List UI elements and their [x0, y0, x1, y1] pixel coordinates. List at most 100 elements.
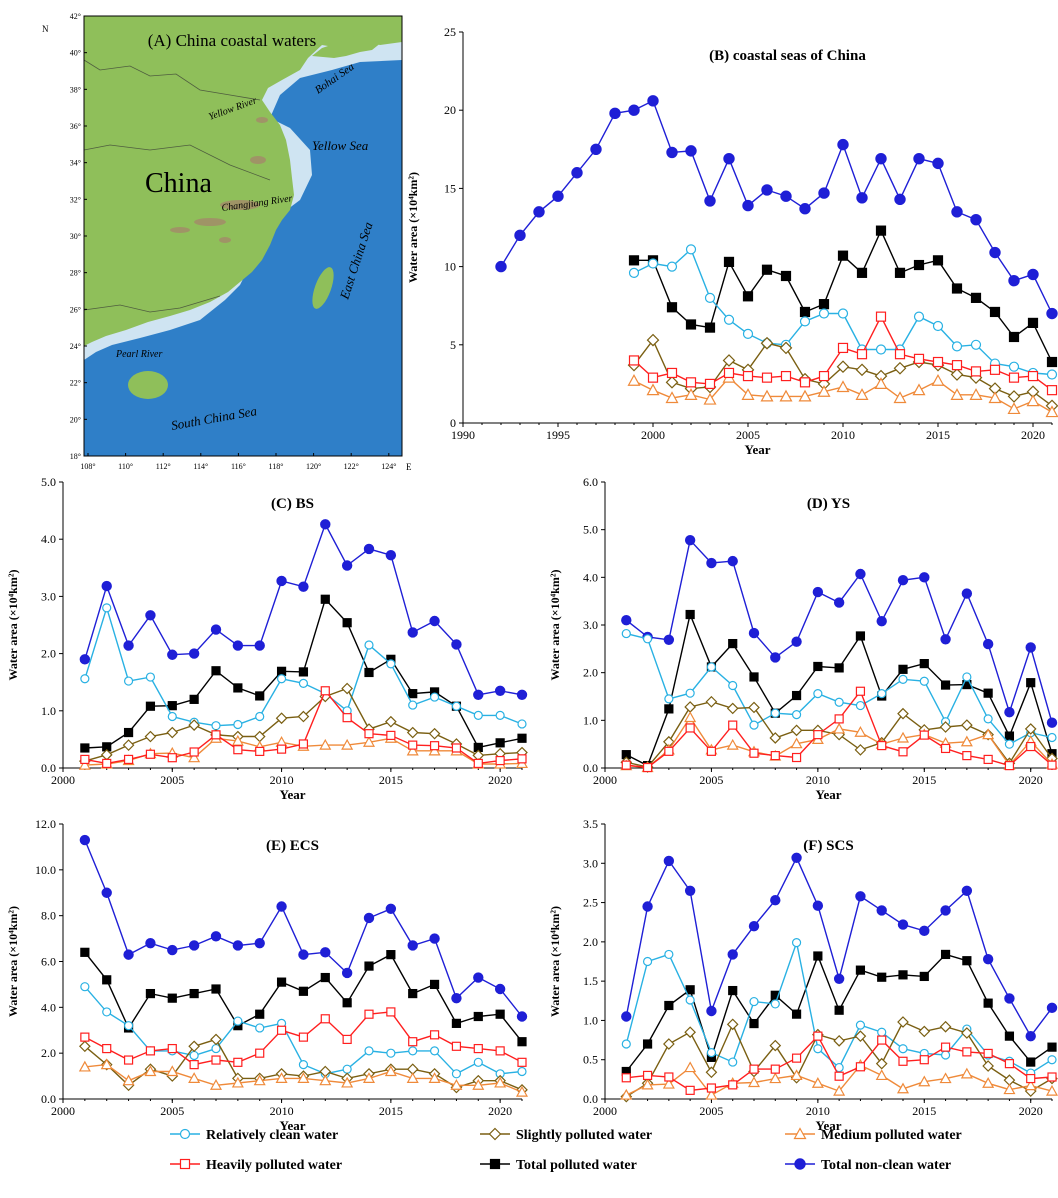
data-point: [231, 1076, 244, 1088]
data-point: [1027, 370, 1039, 382]
legend-marker: [179, 1128, 191, 1140]
map-lon-label: 124°: [381, 462, 396, 471]
data-point: [749, 996, 759, 1007]
data-point: [166, 1065, 179, 1077]
data-point: [642, 956, 653, 967]
data-point: [897, 1016, 909, 1028]
data-point: [855, 965, 866, 975]
data-point: [727, 555, 738, 567]
x-tick-label: 2000: [51, 773, 75, 787]
data-point: [664, 1072, 674, 1082]
data-point: [642, 634, 653, 644]
y-axis-label: Water area (×10⁴km²): [406, 172, 420, 283]
x-tick-label: 2020: [488, 1104, 512, 1118]
data-point: [1047, 1072, 1057, 1082]
data-point: [960, 735, 973, 747]
data-point: [298, 667, 309, 677]
data-point: [167, 649, 178, 660]
x-tick-label: 2010: [806, 1104, 830, 1118]
data-point: [429, 741, 440, 751]
data-point: [728, 680, 738, 691]
x-axis-label: Year: [816, 787, 842, 802]
data-point: [1004, 1059, 1015, 1069]
legend-marker: [488, 1127, 502, 1141]
legend-label: Heavily polluted water: [206, 1158, 342, 1173]
x-tick-label: 1990: [451, 428, 475, 442]
data-point: [298, 1032, 309, 1042]
data-point: [320, 594, 330, 604]
data-point: [233, 1057, 243, 1067]
data-point: [685, 319, 697, 330]
y-tick-label: 4.0: [41, 532, 56, 546]
data-point: [742, 370, 754, 382]
data-point: [362, 736, 376, 747]
data-point: [1025, 1030, 1036, 1042]
data-point: [779, 341, 793, 355]
data-point: [255, 691, 265, 701]
data-point: [961, 588, 973, 599]
x-tick-label: 2000: [593, 773, 617, 787]
data-point: [726, 702, 739, 715]
chart-d-ys: 0.0 1.0 2.0 3.0 4.0 5.0 6.0 2000 2005 2010 2015 202…: [548, 475, 1058, 802]
data-point: [364, 729, 374, 739]
data-point: [209, 1079, 223, 1090]
data-point: [276, 1025, 287, 1035]
data-point: [919, 572, 930, 583]
data-point: [728, 985, 738, 996]
data-point: [80, 674, 90, 684]
data-point: [298, 581, 309, 592]
data-point: [664, 704, 674, 714]
data-point: [253, 1074, 266, 1086]
data-point: [145, 749, 156, 759]
map-lon-label: 116°: [231, 462, 246, 471]
data-point: [833, 722, 846, 734]
map-lon-label: 114°: [193, 462, 208, 471]
data-point: [255, 1009, 265, 1019]
y-tick-label: 12.0: [35, 817, 56, 831]
data-point: [451, 743, 462, 753]
data-point: [913, 152, 925, 165]
data-point: [705, 1066, 718, 1079]
data-point: [276, 744, 287, 754]
data-point: [1003, 1083, 1016, 1095]
data-point: [1008, 361, 1020, 372]
y-tick-label: 0.0: [583, 761, 598, 775]
data-point: [167, 753, 177, 763]
data-point: [276, 977, 287, 987]
data-point: [685, 723, 695, 733]
data-point: [406, 726, 419, 739]
data-point: [628, 355, 640, 366]
x-tick-label: 2005: [160, 773, 184, 787]
data-point: [684, 388, 698, 400]
map-north-label: N: [42, 24, 49, 34]
data-point: [836, 380, 850, 393]
x-tick-label: 2005: [160, 1104, 184, 1118]
data-point: [962, 1047, 972, 1057]
map-lat-label: 38°: [70, 85, 81, 94]
data-point: [517, 719, 527, 729]
data-point: [855, 568, 866, 580]
data-point: [855, 891, 866, 902]
data-point: [232, 940, 244, 951]
data-point: [188, 940, 200, 951]
data-point: [877, 1035, 887, 1045]
legend-item-medium-polluted-water: Medium polluted water: [785, 1127, 962, 1143]
data-point: [341, 682, 353, 695]
data-point: [78, 1060, 91, 1072]
data-point: [320, 519, 331, 530]
data-point: [590, 143, 602, 155]
data-point: [621, 628, 631, 639]
data-point: [429, 979, 440, 990]
data-point: [854, 1030, 867, 1042]
data-point: [627, 374, 641, 386]
y-axis-label: Water area (×10⁴km²): [6, 570, 20, 681]
data-point: [818, 299, 830, 310]
data-point: [969, 388, 983, 400]
data-point: [913, 353, 925, 364]
data-point: [320, 972, 330, 983]
data-point: [813, 1044, 823, 1054]
data-point: [102, 1043, 112, 1054]
data-point: [685, 609, 695, 620]
data-point: [1046, 307, 1058, 320]
data-point: [940, 743, 951, 754]
